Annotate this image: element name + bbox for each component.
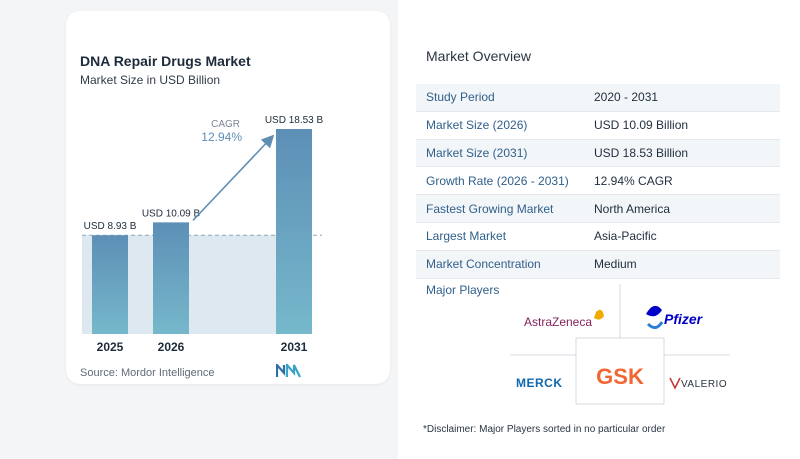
cagr-arrow xyxy=(192,134,275,221)
overview-row: Growth Rate (2026 - 2031) 12.94% CAGR xyxy=(416,167,780,196)
row-label: Market Size (2031) xyxy=(426,145,528,160)
cagr-value: 12.94% xyxy=(201,130,242,144)
row-label: Fastest Growing Market xyxy=(426,201,554,216)
disclaimer: *Disclaimer: Major Players sorted in no … xyxy=(423,424,666,435)
overview-title: Market Overview xyxy=(426,48,532,64)
data-label-2025: USD 8.93 B xyxy=(84,221,137,232)
row-label: Largest Market xyxy=(426,229,507,244)
data-label-2026: USD 10.09 B xyxy=(142,208,201,219)
row-label: Growth Rate (2026 - 2031) xyxy=(426,173,569,188)
svg-text:GSK: GSK xyxy=(596,364,644,389)
row-label: Market Concentration xyxy=(426,257,541,272)
mordor-intelligence-logo xyxy=(276,364,301,378)
row-value: 2020 - 2031 xyxy=(594,90,659,105)
bar-2031 xyxy=(276,129,312,334)
bar-2026 xyxy=(153,222,189,334)
bar-2025 xyxy=(92,235,128,334)
overview-row: Fastest Growing Market North America xyxy=(416,195,780,223)
astrazeneca-logo: AstraZeneca xyxy=(524,309,604,329)
svg-text:VALERIO: VALERIO xyxy=(681,379,727,390)
pfizer-logo: Pfizer xyxy=(646,305,704,329)
row-label: Study Period xyxy=(426,90,495,105)
x-tick-label-2031: 2031 xyxy=(281,340,308,354)
row-value: North America xyxy=(594,201,671,216)
row-label: Market Size (2026) xyxy=(426,118,528,133)
bar-chart: USD 8.93 B 2025 USD 10.09 B 2026 USD 18.53 B… xyxy=(82,115,324,354)
data-label-2031: USD 18.53 B xyxy=(265,115,324,126)
merck-logo: MERCK xyxy=(516,376,563,390)
row-value: Asia-Pacific xyxy=(594,229,657,244)
row-value: 12.94% CAGR xyxy=(594,173,673,188)
chart-title: DNA Repair Drugs Market xyxy=(80,53,251,69)
svg-text:MERCK: MERCK xyxy=(516,376,563,390)
gsk-logo: GSK xyxy=(596,364,644,389)
overview-row: Study Period 2020 - 2031 xyxy=(416,84,780,112)
row-value: USD 18.53 Billion xyxy=(594,145,689,160)
valerio-logo: VALERIO xyxy=(669,377,727,390)
row-value: USD 10.09 Billion xyxy=(594,118,689,133)
cagr-label: CAGR xyxy=(211,119,240,130)
chart-source: Source: Mordor Intelligence xyxy=(80,367,215,379)
major-players-grid: AstraZeneca Pfizer MERCK GSK VALERIO xyxy=(510,284,730,405)
overview-table: Study Period 2020 - 2031 Market Size (202… xyxy=(416,84,780,279)
major-players-title: Major Players xyxy=(426,283,500,297)
chart-subtitle: Market Size in USD Billion xyxy=(80,73,221,87)
overview-row: Market Size (2026) USD 10.09 Billion xyxy=(416,112,780,140)
svg-text:Pfizer: Pfizer xyxy=(664,311,704,327)
overview-row: Market Size (2031) USD 18.53 Billion xyxy=(416,139,780,168)
svg-text:AstraZeneca: AstraZeneca xyxy=(524,315,592,329)
x-tick-label-2026: 2026 xyxy=(158,340,185,354)
overview-row: Largest Market Asia-Pacific xyxy=(416,223,780,251)
overview-row: Market Concentration Medium xyxy=(416,250,780,279)
x-tick-label-2025: 2025 xyxy=(97,340,124,354)
row-value: Medium xyxy=(594,257,637,272)
